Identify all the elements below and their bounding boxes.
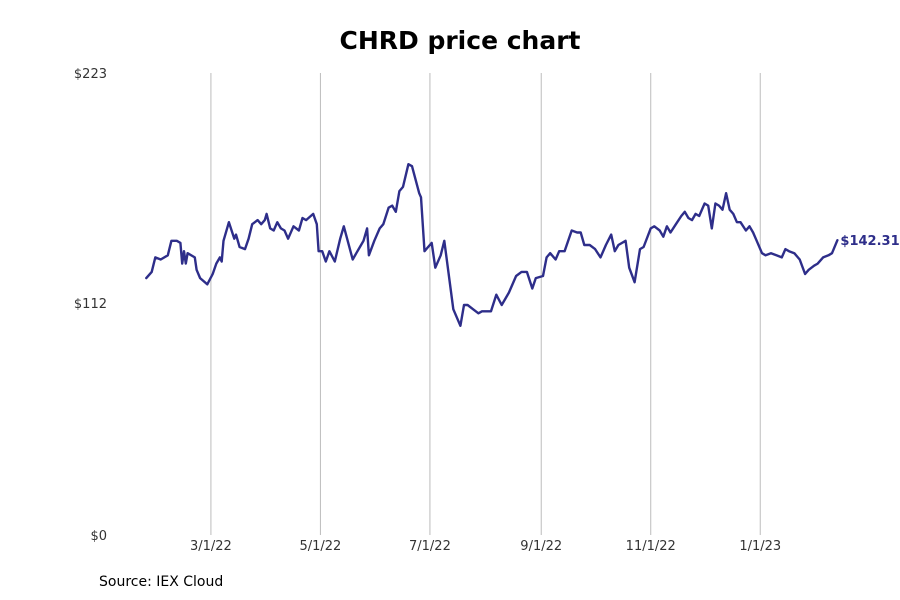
source-note: Source: IEX Cloud <box>99 574 224 590</box>
price-series-line <box>145 163 839 327</box>
gridlines <box>210 73 761 535</box>
y-tick-label: $112 <box>74 297 107 312</box>
x-tick-label: 7/1/22 <box>409 539 451 554</box>
x-tick-label: 3/1/22 <box>190 539 232 554</box>
y-axis-ticks: $0 $112 $223 <box>74 67 107 544</box>
x-tick-label: 1/1/23 <box>739 539 781 554</box>
chart-title: CHRD price chart <box>339 26 581 55</box>
y-tick-label: $0 <box>90 529 107 544</box>
x-axis-ticks: 3/1/22 5/1/22 7/1/22 9/1/22 11/1/22 1/1/23 <box>190 539 781 554</box>
last-price-label: $142.31 <box>840 234 899 249</box>
y-tick-label: $223 <box>74 67 107 82</box>
x-tick-label: 11/1/22 <box>626 539 676 554</box>
x-tick-label: 9/1/22 <box>520 539 562 554</box>
x-tick-label: 5/1/22 <box>299 539 341 554</box>
